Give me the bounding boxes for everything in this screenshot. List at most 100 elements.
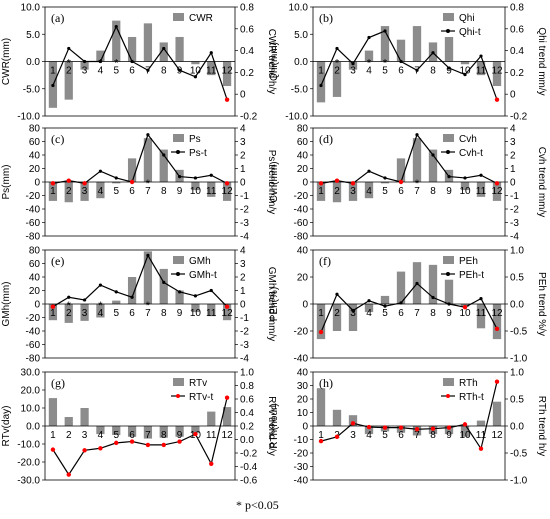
trend-point [114,290,118,294]
trend-point [366,424,372,430]
month-label: 8 [161,430,167,441]
legend-label-line: RTv-t [189,392,213,403]
trend-point [193,431,198,437]
trend-point [130,59,134,64]
y2-axis-title: GMh trend mm/y [266,267,277,341]
y2-tick-label: 0.6 [510,24,524,35]
bar [428,149,438,182]
trend-line [320,282,498,333]
panel-tag: (e) [51,254,64,268]
trend-point [51,83,55,88]
y2-axis-title: RTv trend d/y [266,396,277,456]
y2-tick-label: 2 [240,151,246,162]
y-tick-label: -20 [26,191,41,202]
y-axis-title: CWR(mm) [1,38,12,85]
month-label: 7 [145,186,151,197]
month-label: 11 [476,308,487,319]
trend-point [146,253,150,257]
bar [143,251,153,304]
significance-asterisk: * [146,300,151,312]
bar [127,426,137,437]
y-tick-label: -5.0 [23,84,41,95]
bar [191,426,200,434]
y-tick-label: -20 [26,313,41,324]
trend-point [129,439,135,444]
month-label: 12 [491,430,503,441]
month-label: 5 [382,308,388,319]
bar [64,417,73,426]
bar [207,61,216,76]
month-label: 9 [177,430,183,441]
month-label: 7 [414,186,420,197]
trend-point [382,425,388,430]
month-label: 4 [98,186,104,197]
month-label: 2 [334,66,340,77]
trend-line [52,25,228,100]
trend-point [224,304,230,309]
significance-asterisk: * [67,58,72,70]
y-tick-label: 0 [302,422,308,433]
y2-tick-label: -3 [240,218,249,229]
y2-tick-label: 1 [510,164,516,175]
month-label: 8 [430,430,436,441]
month-label: 4 [366,430,372,441]
y2-tick-label: 0 [240,300,246,311]
bar [112,182,121,184]
trend-line [52,397,228,476]
trend-point [463,72,467,77]
legend-label-bar: PEh [459,256,478,267]
bar [143,23,153,62]
y2-tick-label: 4 [240,246,246,257]
bar [412,138,422,182]
y-axis-title: Cvh(mm) [269,161,280,202]
trend-point [209,461,214,466]
significance-asterisk: * [114,58,119,70]
bar [492,401,502,426]
y2-tick-label: 0 [510,178,516,189]
y2-tick-label: 1.0 [240,368,254,379]
trend-point [351,62,355,66]
bar [348,304,358,331]
bar [159,426,168,438]
legend-label-line: Qhi-t [459,27,481,38]
trend-point [224,181,230,186]
legend-swatch-bar [443,378,454,386]
y-tick-label: -60 [294,218,309,229]
bar [48,304,58,321]
y-tick-label: -40 [294,354,309,365]
month-label: 1 [318,66,324,77]
panel-tag: (b) [319,11,333,25]
y-tick-label: 30 [297,381,309,392]
legend-swatch-bar [173,378,184,386]
month-label: 11 [206,186,217,197]
trend-point [335,292,339,296]
bar [492,182,502,201]
y2-tick-label: -0.2 [510,112,528,123]
legend-label-bar: GMh [189,256,211,267]
bar [143,426,153,439]
trend-point [130,295,134,299]
y-tick-label: 0 [302,300,308,311]
month-label: 3 [82,66,88,77]
significance-asterisk: * [415,178,420,190]
y-tick-label: 20 [297,164,309,175]
panel-tag: (f) [319,254,331,268]
y2-tick-label: -4 [240,232,249,243]
month-label: 12 [491,66,503,77]
month-label: 9 [446,430,452,441]
month-label: 2 [334,186,340,197]
legend-swatch-marker [176,272,180,276]
y2-tick-label: 1 [240,164,246,175]
trend-point [318,438,324,444]
y2-tick-label: 0.0 [240,435,254,446]
bar [412,26,422,62]
y2-tick-label: 0.4 [240,408,254,419]
y2-tick-label: -2 [240,327,249,338]
trend-point [209,51,213,55]
y-tick-label: 80 [297,124,309,135]
y2-tick-label: -0.5 [510,327,528,338]
bar [222,304,232,321]
trend-point [82,59,87,64]
legend-swatch-marker [176,150,180,154]
bar [396,271,406,304]
